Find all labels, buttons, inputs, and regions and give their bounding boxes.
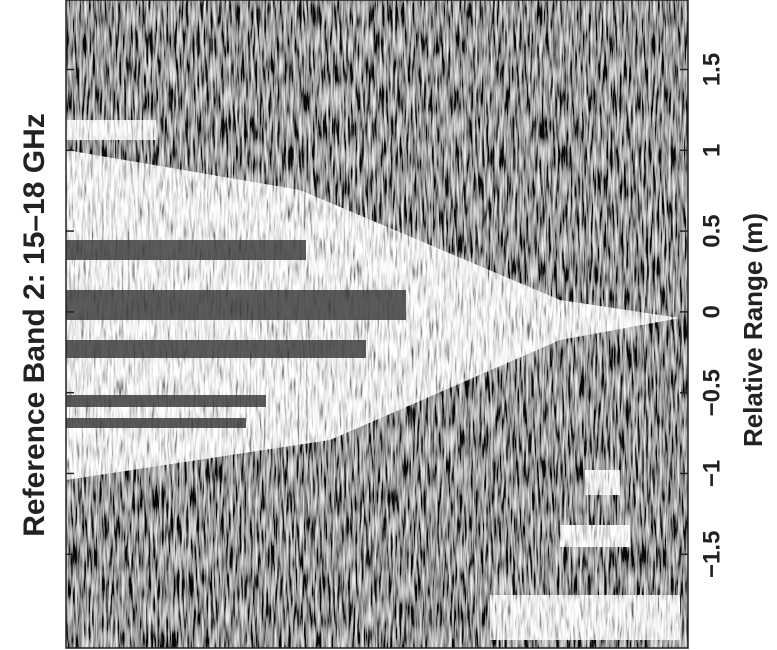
chart-title: Reference Band 2: 15–18 GHz: [18, 113, 51, 537]
x-tick-label: −1.5: [698, 531, 725, 578]
x-tick-label: 1.5: [698, 53, 725, 86]
x-tick-label: 0.5: [698, 214, 725, 247]
dark-streaks: [66, 240, 406, 428]
x-tick-label: −1: [698, 460, 725, 487]
x-axis-label: Relative Range (m): [738, 213, 768, 447]
image-area: [66, 0, 688, 648]
x-tick-label: −0.5: [698, 369, 725, 416]
plot-frame: [65, 0, 689, 649]
x-tick-label: 1: [698, 144, 725, 157]
x-tick-label: 0: [698, 305, 725, 318]
